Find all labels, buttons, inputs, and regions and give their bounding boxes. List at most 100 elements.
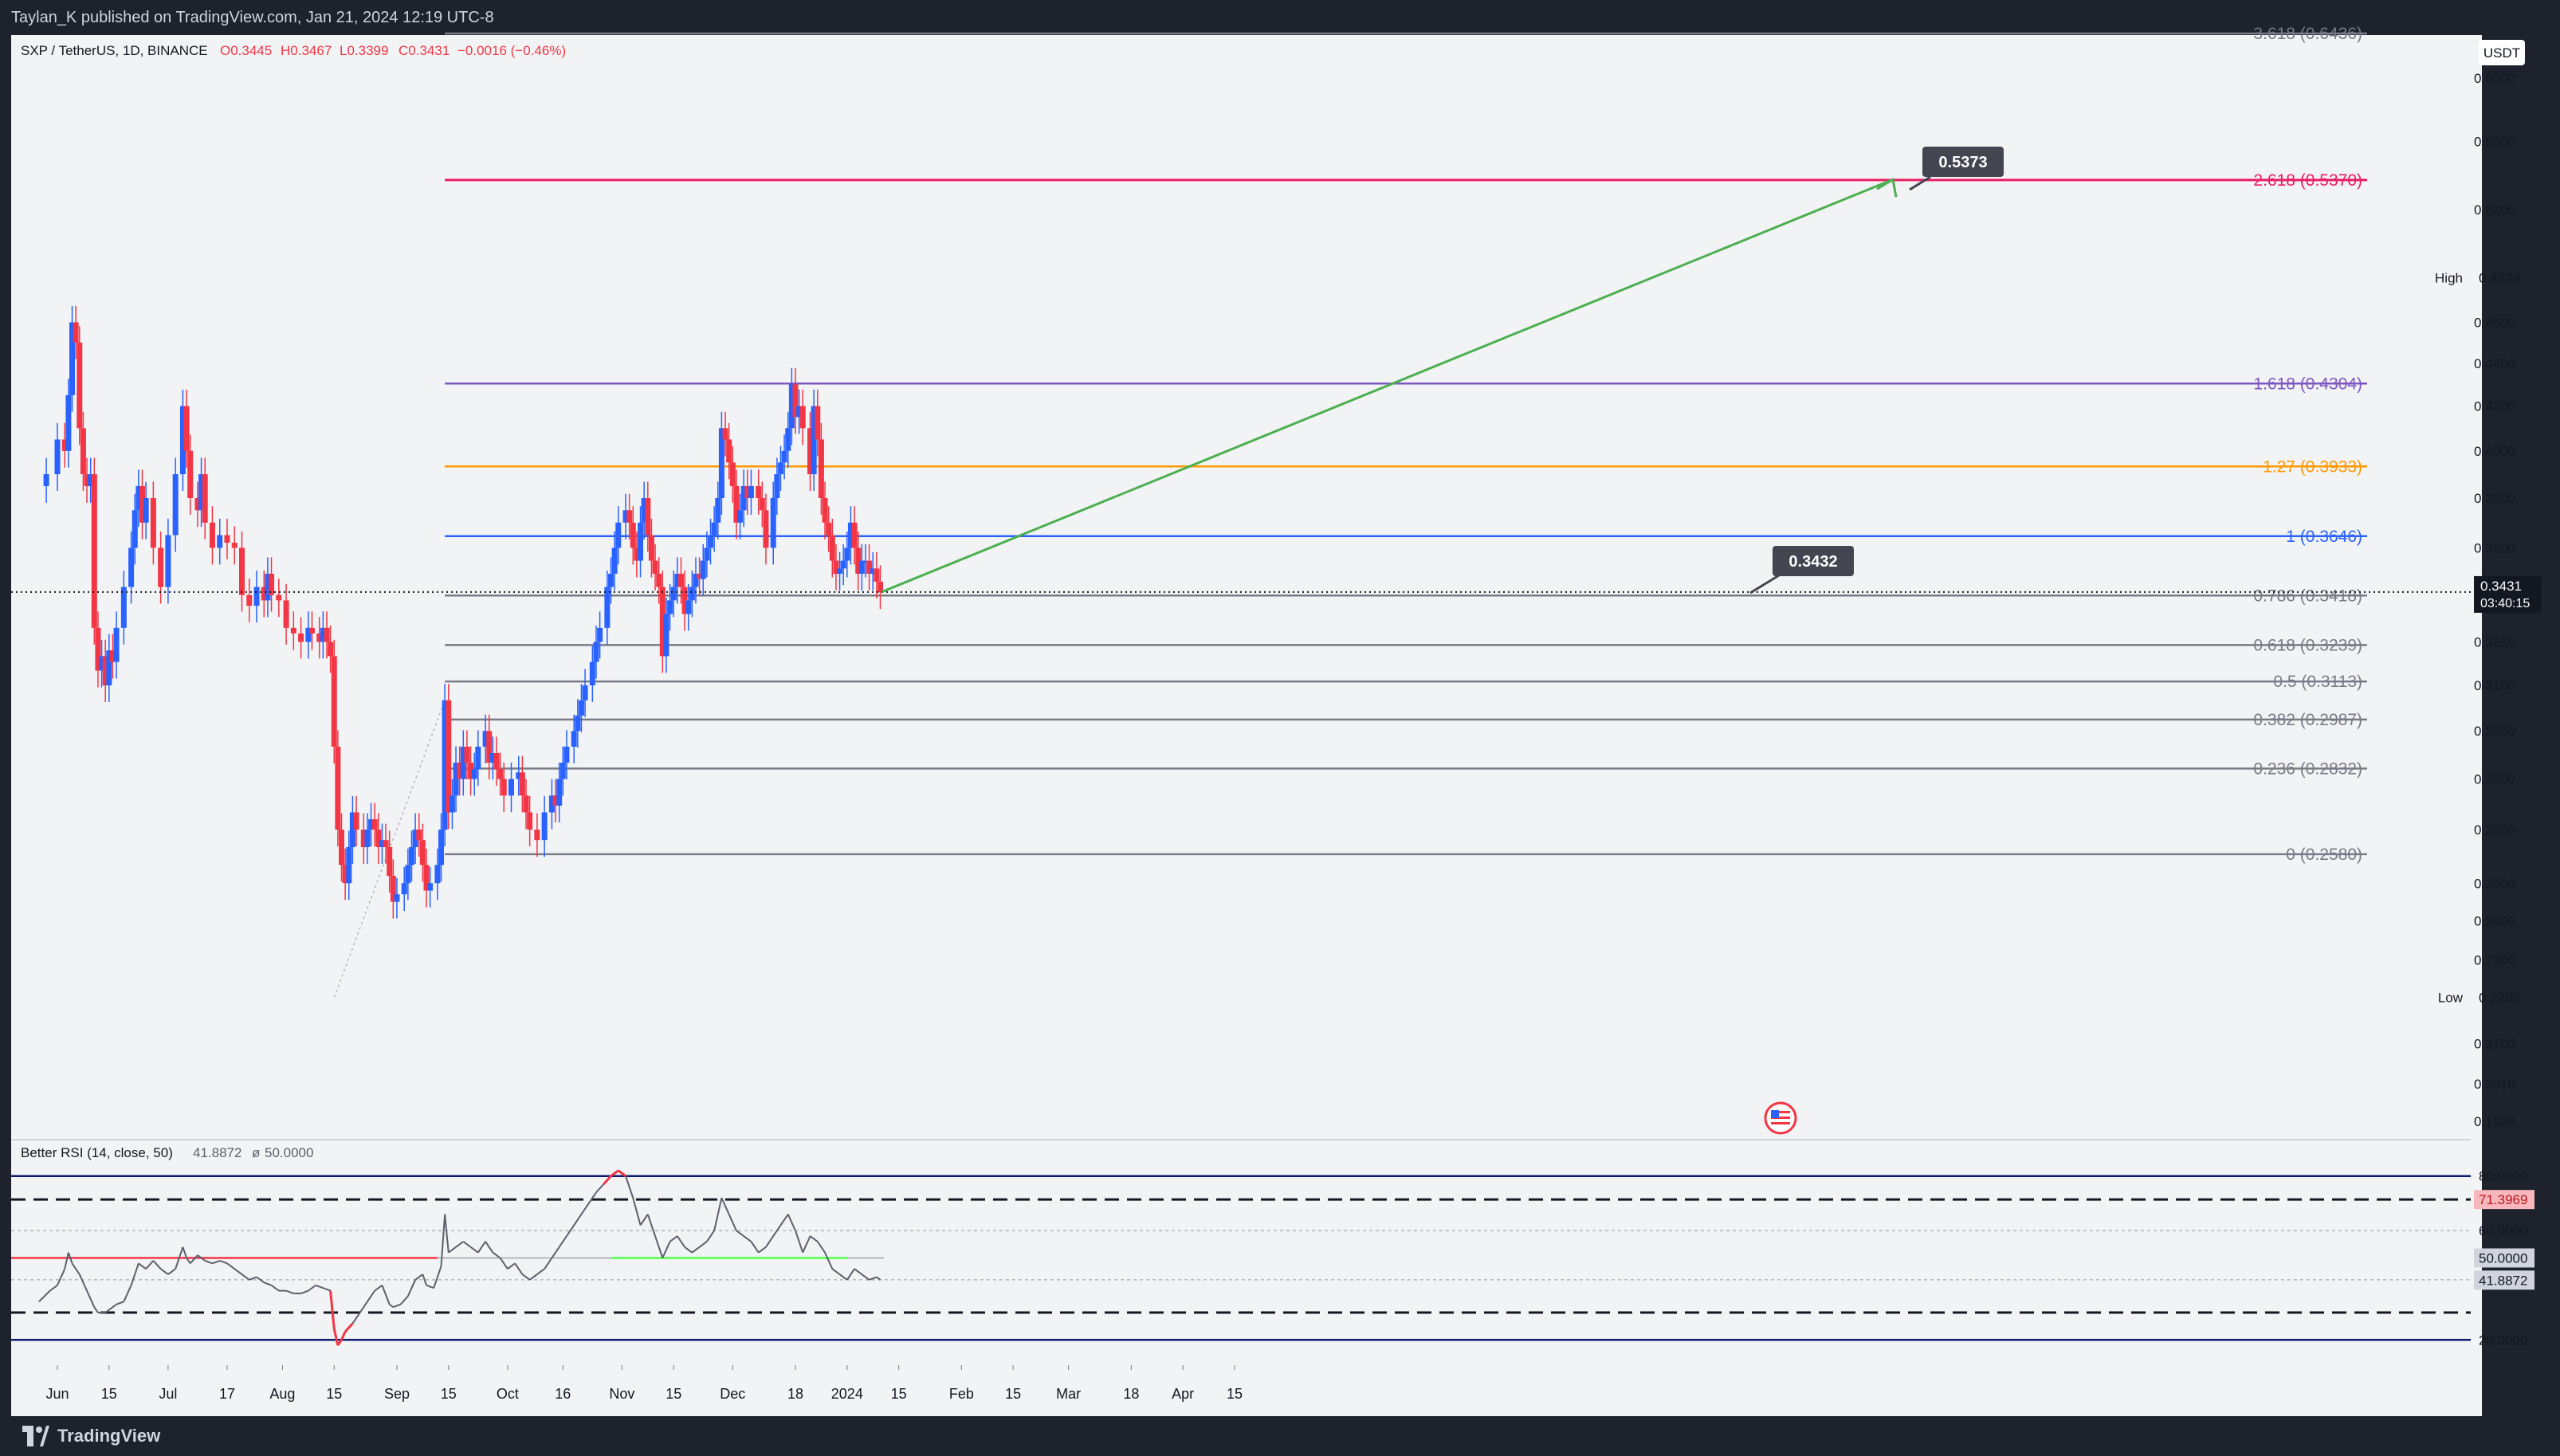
fib-level-label: 0.236 (0.2832) — [2253, 759, 2362, 778]
candle-body — [95, 627, 101, 671]
rsi-line-segment — [57, 1268, 66, 1286]
candle-body — [670, 587, 677, 601]
rsi-line-segment — [315, 1284, 324, 1289]
candle-body — [276, 595, 282, 601]
candle-body — [548, 795, 555, 813]
rsi-line-segment — [573, 1214, 583, 1226]
currency-badge[interactable] — [2479, 40, 2525, 65]
rsi-line-segment — [646, 1214, 657, 1237]
candle-body — [158, 547, 164, 587]
candle-body — [862, 560, 869, 563]
rsi-line-segment — [499, 1257, 508, 1270]
candle-body — [563, 746, 570, 763]
candle-body — [652, 560, 658, 574]
candle-body — [379, 840, 385, 847]
time-tick-label: Jun — [45, 1386, 69, 1402]
projection-arrow — [881, 178, 1894, 593]
candle-body — [578, 700, 584, 716]
candle-body — [165, 535, 171, 587]
candle-body — [781, 450, 787, 463]
rsi-line-segment — [713, 1197, 723, 1231]
candle-body — [733, 485, 740, 523]
candle-body — [874, 568, 880, 582]
fib-level-label: 0 (0.2580) — [2286, 846, 2362, 864]
candle-body — [308, 627, 315, 634]
rsi-line-segment — [492, 1251, 501, 1259]
candle-body — [194, 498, 201, 511]
time-tick-label: 18 — [787, 1386, 803, 1402]
price-tick-label: 0.3100 — [2474, 678, 2515, 693]
candle-body — [737, 510, 744, 523]
rsi-line-segment — [869, 1276, 878, 1281]
candle-body — [394, 894, 400, 902]
rsi-line-segment — [130, 1263, 139, 1286]
candle-body — [73, 322, 79, 343]
rsi-line-segment — [175, 1246, 184, 1270]
rsi-line-segment — [336, 1339, 343, 1346]
candle-body — [648, 535, 654, 561]
rsi-line-segment — [351, 1312, 361, 1325]
candle-body — [681, 587, 688, 614]
candle-body — [855, 547, 862, 574]
current-price-callout-text: 0.3432 — [1788, 553, 1837, 571]
price-tick-label: 0.3250 — [2474, 634, 2515, 650]
candle-body — [788, 384, 795, 429]
candle-body — [844, 547, 850, 561]
candle-body — [560, 763, 566, 779]
candle-body — [785, 428, 791, 451]
candle-body — [641, 498, 647, 523]
rsi-line-segment — [691, 1246, 701, 1254]
rsi-line-segment — [587, 1191, 597, 1204]
candle-body — [700, 560, 706, 579]
rsi-line-segment — [684, 1246, 693, 1254]
high-value: 0.4829 — [2479, 270, 2520, 285]
rsi-line-segment — [485, 1241, 494, 1254]
candle-body — [328, 642, 334, 657]
rsi-line-segment — [536, 1268, 545, 1275]
rsi-line-segment — [795, 1230, 804, 1253]
candle-body — [729, 462, 736, 486]
us-flag-icon[interactable] — [1764, 1101, 1797, 1135]
candle-body — [283, 600, 289, 628]
current-callout-pointer — [1749, 574, 1780, 595]
candle-body — [486, 731, 493, 763]
candle-body — [324, 627, 330, 642]
candle-body — [674, 573, 681, 587]
candle-body — [231, 543, 238, 548]
rsi-line-segment — [64, 1252, 69, 1270]
target-callout-pointer — [1909, 175, 1931, 191]
candle-body — [796, 406, 803, 418]
candle-body — [693, 573, 699, 587]
candle-body — [139, 485, 145, 523]
candle-body — [799, 406, 806, 429]
price-tick-label: 0.1930 — [2474, 1114, 2515, 1129]
rsi-line-segment — [595, 1183, 604, 1193]
rsi-line-segment — [440, 1214, 446, 1266]
chart-area[interactable] — [11, 35, 2482, 1416]
candle-body — [239, 547, 245, 595]
time-tick-label: 15 — [1005, 1386, 1021, 1402]
time-tick-label: 2024 — [831, 1386, 863, 1402]
rsi-line-segment — [256, 1276, 265, 1284]
candle-body — [339, 830, 345, 865]
candle-body — [106, 650, 112, 685]
rsi-line-segment — [455, 1241, 464, 1248]
candle-body — [501, 779, 507, 796]
rsi-pane: 80.0000 71.3969 60.0000 50.0000 41.8872 20.00… — [11, 1169, 2534, 1348]
price-tick-label: 0.2500 — [2474, 876, 2515, 891]
rsi-line-segment — [160, 1268, 169, 1275]
rsi-ema-symbol: ø — [252, 1145, 260, 1160]
price-tick-label: 0.5600 — [2474, 134, 2515, 149]
candle-body — [150, 498, 156, 548]
rsi-value-legend: 41.8872 — [193, 1145, 241, 1160]
candle-body — [822, 498, 828, 523]
candle-body — [120, 587, 127, 628]
candle-body — [468, 763, 474, 779]
rsi-line-segment — [728, 1214, 737, 1231]
candle-body — [593, 642, 599, 662]
brand[interactable]: TradingView — [22, 1426, 160, 1446]
candle-body — [840, 560, 846, 569]
rsi-line-segment — [167, 1268, 176, 1275]
rsi-line-segment — [108, 1303, 117, 1311]
